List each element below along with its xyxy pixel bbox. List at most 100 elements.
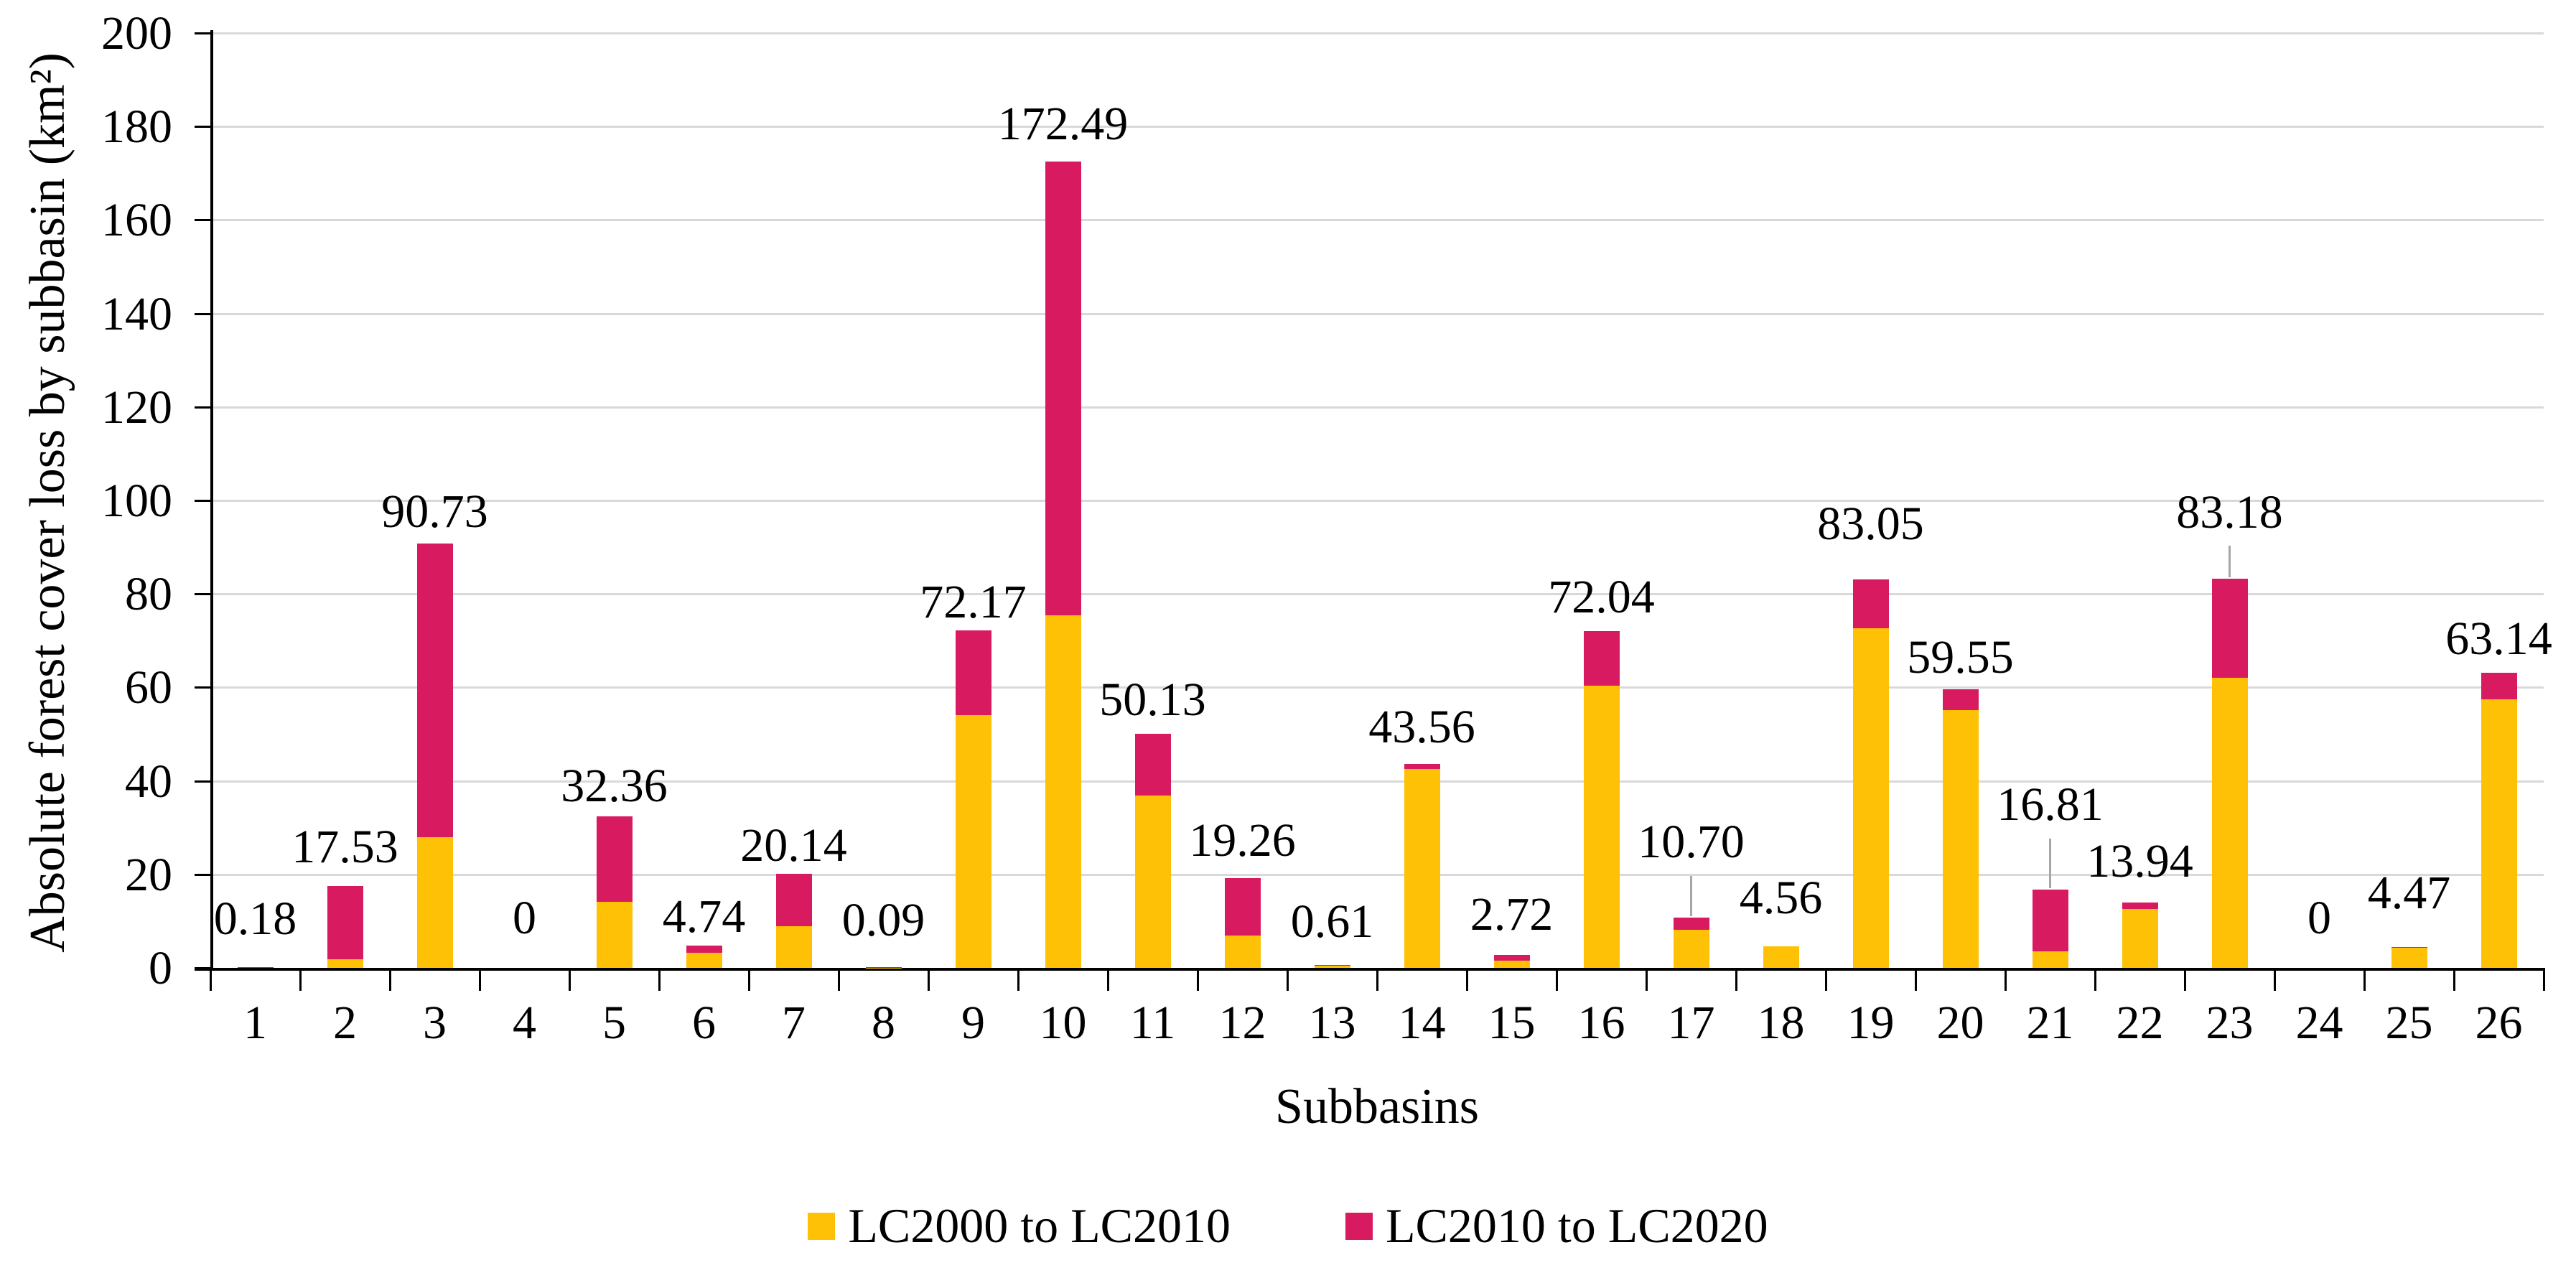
bar-value-label: 10.70 — [1638, 816, 1745, 869]
legend: LC2000 to LC2010 LC2010 to LC2020 — [0, 1198, 2576, 1254]
y-tick-label: 40 — [125, 755, 172, 808]
x-tick-label: 14 — [1398, 997, 1446, 1049]
x-tick-label: 8 — [872, 997, 895, 1049]
x-tick-label: 23 — [2206, 997, 2254, 1049]
bar-value-label: 2.72 — [1470, 888, 1554, 941]
bar-segment-lc2000 — [775, 926, 812, 968]
x-axis-tick — [658, 968, 661, 991]
bar-segment-lc2010 — [416, 544, 453, 837]
x-axis-tick — [389, 968, 391, 991]
x-tick-label: 20 — [1936, 997, 1984, 1049]
x-axis-tick — [299, 968, 302, 991]
bar-value-label: 0 — [513, 892, 536, 944]
y-tick-label: 180 — [101, 101, 172, 154]
x-tick-label: 16 — [1577, 997, 1625, 1049]
bar-value-label: 63.14 — [2445, 612, 2552, 665]
bar-value-label: 0.18 — [213, 892, 297, 945]
label-leader-line — [2229, 546, 2231, 578]
x-axis-tick — [1556, 968, 1558, 991]
y-axis-tick — [195, 32, 210, 34]
bar-value-label: 4.56 — [1739, 872, 1823, 925]
bar-segment-lc2010 — [1134, 733, 1171, 796]
x-axis-title: Subbasins — [1275, 1079, 1479, 1134]
x-tick-label: 7 — [782, 997, 806, 1049]
bar-value-label: 172.49 — [997, 98, 1129, 151]
bar-value-label: 72.04 — [1548, 571, 1655, 624]
y-tick-label: 140 — [101, 287, 172, 340]
x-axis-tick — [1287, 968, 1289, 991]
gridline — [210, 686, 2544, 689]
bar-segment-lc2010 — [2211, 579, 2248, 679]
y-axis-tick — [195, 312, 210, 315]
bar-segment-lc2000 — [327, 959, 363, 968]
legend-swatch-pink — [1345, 1212, 1373, 1240]
legend-item-lc2010: LC2010 to LC2020 — [1345, 1198, 1768, 1254]
y-tick-label: 120 — [101, 381, 172, 434]
bar-value-label: 20.14 — [740, 819, 847, 872]
bar-segment-lc2000 — [686, 953, 722, 968]
legend-item-lc2000: LC2000 to LC2010 — [808, 1198, 1231, 1254]
bar-segment-lc2000 — [1942, 710, 1979, 968]
bar-value-label: 4.47 — [2367, 866, 2451, 919]
x-axis-tick — [838, 968, 840, 991]
y-axis-tick — [195, 219, 210, 222]
bar-segment-lc2000 — [416, 836, 453, 968]
bar-value-label: 0.61 — [1290, 895, 1374, 948]
bar-segment-lc2000 — [2211, 678, 2248, 968]
x-tick-label: 26 — [2475, 997, 2523, 1049]
bar-segment-lc2000 — [955, 714, 991, 968]
bar-segment-lc2010 — [1404, 764, 1440, 769]
y-axis-tick — [195, 126, 210, 129]
bar-segment-lc2000 — [2391, 948, 2427, 968]
bar-segment-lc2010 — [1852, 579, 1889, 629]
bar-value-label: 32.36 — [561, 760, 668, 813]
x-axis-tick — [1107, 968, 1109, 991]
gridline — [210, 219, 2544, 222]
y-axis-tick — [195, 500, 210, 502]
bar-value-label: 13.94 — [2086, 835, 2193, 888]
x-tick-label: 9 — [961, 997, 985, 1049]
bar-value-label: 19.26 — [1189, 813, 1296, 867]
y-tick-label: 200 — [101, 7, 172, 60]
bar-segment-lc2000 — [596, 902, 633, 968]
legend-label-lc2000: LC2000 to LC2010 — [848, 1198, 1231, 1253]
bar-segment-lc2000 — [1852, 628, 1889, 968]
legend-swatch-yellow — [808, 1212, 836, 1240]
x-tick-label: 6 — [692, 997, 716, 1049]
y-tick-label: 20 — [125, 848, 172, 901]
x-axis-tick — [569, 968, 571, 991]
bar-segment-lc2000 — [1134, 796, 1171, 968]
x-axis-tick — [748, 968, 750, 991]
bar-segment-lc2010 — [686, 946, 722, 953]
y-axis-tick — [195, 873, 210, 876]
bar-segment-lc2010 — [1493, 955, 1530, 961]
bar-segment-lc2010 — [775, 873, 812, 927]
bar-value-label: 0 — [2307, 892, 2331, 944]
gridline — [210, 780, 2544, 783]
x-tick-label: 13 — [1308, 997, 1356, 1049]
bar-segment-lc2000 — [2122, 908, 2158, 968]
x-axis-tick — [928, 968, 930, 991]
x-axis-line — [195, 968, 2544, 971]
bar-segment-lc2010 — [1583, 631, 1620, 686]
x-axis-tick — [1646, 968, 1648, 991]
bar-segment-lc2000 — [1763, 946, 1799, 968]
bar-segment-lc2000 — [1045, 615, 1081, 968]
label-leader-line — [2049, 838, 2051, 888]
bar-segment-lc2000 — [2032, 951, 2068, 968]
legend-label-lc2010: LC2010 to LC2020 — [1386, 1198, 1768, 1253]
y-axis-tick — [195, 780, 210, 783]
bar-segment-lc2000 — [1493, 960, 1530, 968]
bar-value-label: 16.81 — [1997, 778, 2104, 831]
bar-value-label: 50.13 — [1099, 673, 1206, 726]
x-axis-tick — [2453, 968, 2455, 991]
x-tick-label: 11 — [1129, 997, 1176, 1049]
x-axis-tick — [2005, 968, 2007, 991]
gridline — [210, 500, 2544, 502]
bar-segment-lc2010 — [1673, 918, 1709, 930]
y-axis-line — [210, 30, 213, 971]
bar-value-label: 83.05 — [1817, 498, 1924, 551]
x-axis-tick — [1915, 968, 1917, 991]
